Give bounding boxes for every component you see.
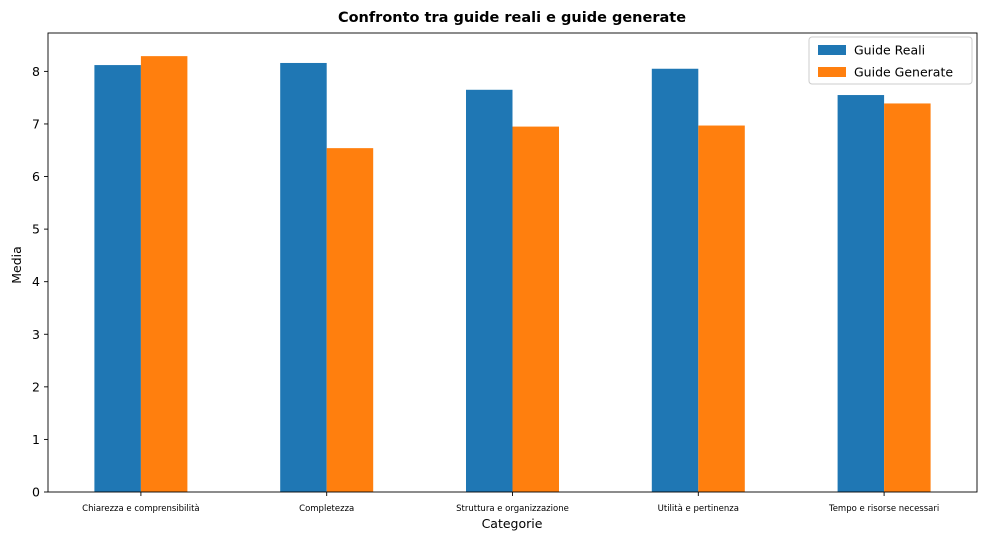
bar-guide-reali-4 [837, 95, 885, 493]
legend-label: Guide Reali [854, 43, 925, 58]
y-tick-label: 8 [32, 64, 40, 79]
legend-label: Guide Generate [854, 65, 953, 80]
x-tick-label: Tempo e risorse necessari [828, 504, 939, 514]
x-tick-label: Struttura e organizzazione [456, 504, 569, 514]
bar-guide-generate-2 [512, 126, 559, 492]
y-tick-label: 6 [32, 169, 40, 184]
y-tick-label: 5 [32, 222, 40, 237]
bar-guide-generate-3 [698, 125, 745, 493]
y-tick-label: 1 [32, 432, 40, 447]
bar-guide-reali-1 [280, 62, 327, 493]
legend-box [808, 36, 973, 85]
y-axis-label: Media [9, 246, 24, 284]
y-tick-label: 0 [32, 485, 40, 500]
bar-guide-reali-0 [94, 65, 141, 492]
legend-swatch [818, 45, 846, 55]
y-tick-label: 4 [32, 274, 40, 289]
bar-guide-reali-2 [466, 89, 513, 492]
y-tick-label: 7 [32, 116, 40, 131]
bar-guide-generate-1 [326, 148, 374, 492]
x-axis-label: Categorie [482, 516, 543, 531]
legend: Guide Reali Guide Generate [808, 36, 973, 85]
chart-title: Confronto tra guide reali e guide genera… [338, 10, 686, 26]
legend-swatch [818, 67, 846, 77]
bar-guide-generate-0 [140, 56, 188, 492]
y-tick-label: 2 [32, 379, 40, 394]
x-tick-label: Completezza [299, 504, 354, 514]
bar-guide-generate-4 [884, 103, 931, 492]
plot-area: 0 1 2 3 4 5 6 7 8 Chiarezza e comprensibilità Comp… [32, 32, 978, 514]
x-tick-label: Chiarezza e comprensibilità [82, 504, 199, 514]
bar-guide-reali-3 [651, 68, 699, 493]
y-tick-label: 3 [32, 327, 40, 342]
x-tick-label: Utilità e pertinenza [658, 504, 739, 514]
